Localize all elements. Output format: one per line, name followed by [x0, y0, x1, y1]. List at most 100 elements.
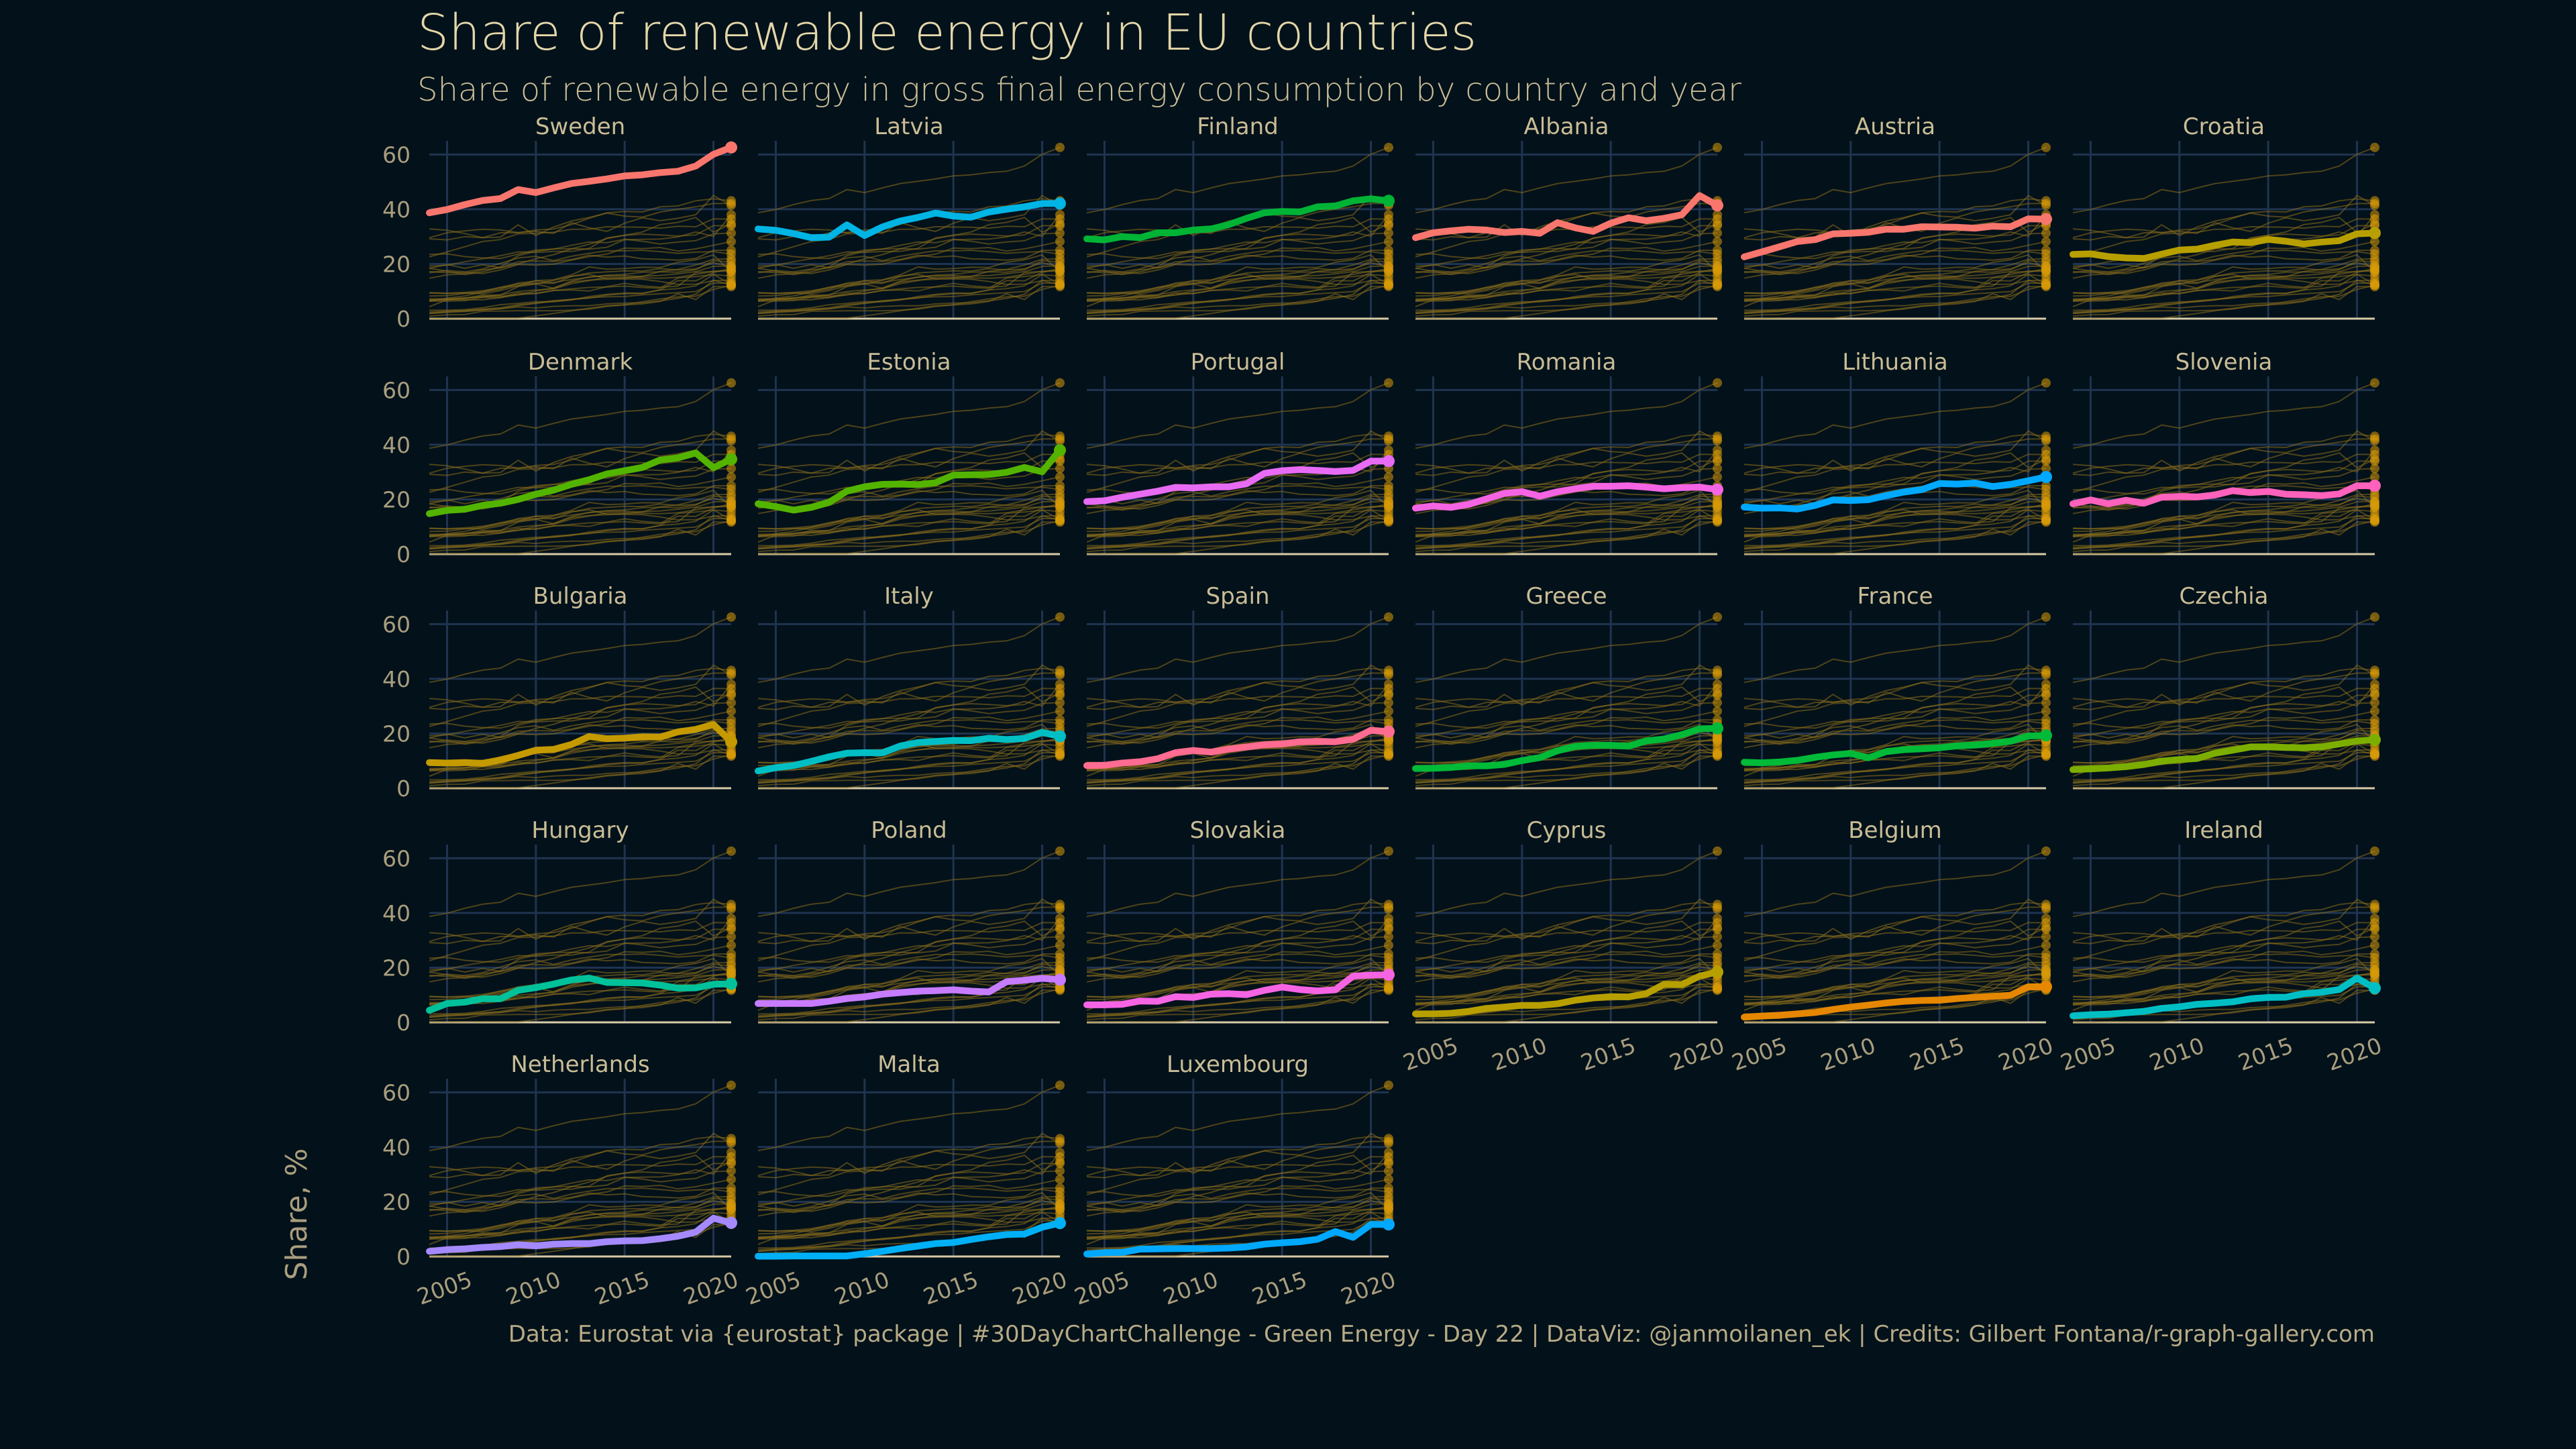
background-line: [757, 710, 1061, 744]
series-end-point: [1711, 965, 1723, 978]
background-line: [1086, 449, 1389, 511]
background-line: [1415, 936, 1718, 963]
x-tick-label: 2020: [1994, 1032, 2056, 1076]
background-line: [1743, 953, 2046, 973]
x-tick-label: 2015: [1248, 1267, 1310, 1310]
background-line: [1086, 749, 1389, 784]
panel-title: Netherlands: [511, 1051, 649, 1078]
background-line: [757, 688, 1061, 727]
background-line: [1415, 146, 1718, 214]
panel-belgium: Belgium 2005 2010 2015 2020: [1728, 817, 2056, 1076]
background-end-point: [1055, 680, 1065, 690]
background-end-point: [2370, 445, 2379, 455]
background-line: [757, 218, 1061, 258]
background-line: [2072, 957, 2375, 998]
background-line: [2072, 218, 2375, 258]
background-end-point: [1055, 436, 1065, 446]
background-line: [1086, 616, 1389, 684]
background-end-point: [1055, 723, 1065, 733]
y-axis-label: Share, %: [280, 1148, 314, 1281]
background-line: [2072, 755, 2375, 787]
background-line: [1744, 740, 2047, 771]
background-end-point: [2370, 914, 2379, 924]
background-line: [757, 719, 1061, 743]
background-end-point: [727, 680, 736, 690]
background-end-point: [2370, 751, 2379, 761]
background-line: [429, 241, 732, 274]
background-end-point: [727, 1191, 736, 1201]
background-line: [429, 688, 732, 727]
y-tick-label: 60: [382, 142, 411, 168]
y-tick-label: 60: [382, 611, 411, 637]
background-end-point: [2370, 517, 2379, 527]
background-line: [429, 515, 732, 550]
background-line: [1743, 664, 2047, 708]
background-end-point: [2041, 957, 2051, 967]
panel-malta: Malta 2005 2010 2015 2020: [742, 1051, 1070, 1310]
x-tick-label: 2020: [1666, 1032, 1727, 1076]
background-line: [1415, 702, 1718, 729]
panel-austria: Austria: [1741, 113, 2052, 320]
panel-title: Austria: [1855, 113, 1935, 140]
background-line: [429, 1152, 732, 1214]
background-line: [2072, 382, 2375, 449]
background-line: [1086, 1136, 1389, 1179]
background-end-point: [2370, 254, 2379, 264]
background-end-point: [1384, 489, 1393, 499]
background-line: [429, 250, 731, 270]
background-end-point: [1713, 142, 1722, 152]
background-end-point: [2041, 498, 2051, 508]
background-line: [1086, 1191, 1389, 1232]
background-line: [1415, 850, 1718, 918]
background-line: [1743, 961, 2047, 1004]
background-line: [2072, 250, 2375, 270]
background-line: [1743, 702, 2047, 729]
background-line: [1086, 430, 1389, 474]
background-line: [429, 684, 732, 745]
series-line-belgium: [1741, 983, 2049, 1021]
background-end-point: [2370, 498, 2379, 508]
background-end-point: [2041, 690, 2051, 700]
background-line: [757, 850, 1061, 918]
background-line: [1415, 500, 1718, 530]
background-line: [1415, 250, 1718, 274]
panel-netherlands: Netherlands 0 20 40 60 2005 2010 2015 2020: [382, 1051, 742, 1310]
series-line-romania: [1412, 482, 1721, 512]
series-end-point: [1711, 199, 1723, 212]
background-line: [1743, 468, 2047, 495]
panel-title: Poland: [871, 817, 947, 844]
background-end-point: [727, 723, 736, 733]
background-line: [2072, 195, 2375, 239]
series-line-sweden: [426, 144, 735, 217]
background-end-point: [727, 517, 736, 527]
background-end-point: [1055, 378, 1065, 388]
background-end-point: [2370, 436, 2379, 446]
background-line: [1743, 449, 2047, 511]
background-line: [2072, 918, 2375, 979]
background-end-point: [2370, 904, 2379, 914]
background-end-point: [1055, 924, 1065, 934]
background-line: [1743, 957, 2047, 998]
background-end-point: [2041, 924, 2051, 934]
background-line: [429, 274, 732, 301]
panel-spain: Spain: [1083, 583, 1395, 790]
background-line: [1743, 918, 2047, 979]
x-tick-label: 2015: [1906, 1032, 1968, 1076]
series-line-lithuania: [1741, 474, 2049, 513]
background-line: [1086, 485, 1389, 505]
background-end-point: [2041, 246, 2051, 256]
background-end-point: [727, 436, 736, 446]
background-line: [429, 740, 732, 771]
panel-bulgaria: Bulgaria 0 20 40 60: [382, 583, 737, 802]
background-end-point: [2370, 941, 2379, 951]
background-end-point: [2041, 698, 2051, 708]
background-line: [1086, 1195, 1389, 1238]
background-line: [429, 521, 731, 553]
background-line: [1415, 493, 1718, 535]
background-line: [1086, 686, 1389, 749]
background-line: [1087, 1212, 1389, 1238]
chart-title: Share of renewable energy in EU countrie…: [417, 4, 1477, 62]
background-end-point: [1713, 456, 1722, 466]
series-line-czechia: [2070, 736, 2378, 773]
